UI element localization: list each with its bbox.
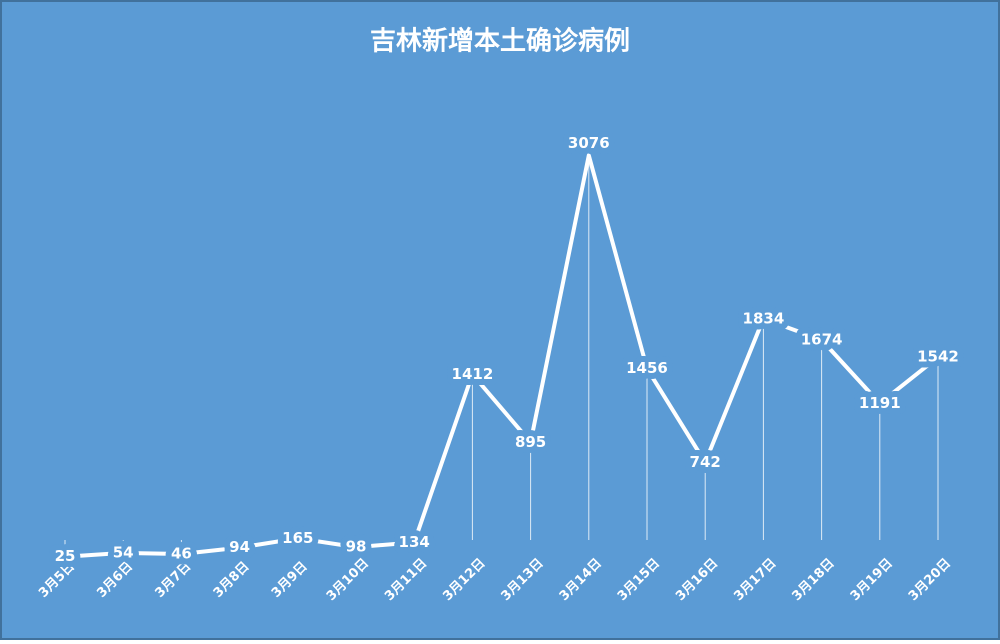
data-label: 1412 (452, 365, 494, 383)
data-label: 25 (55, 547, 76, 565)
data-label: 1674 (801, 330, 843, 348)
data-label: 46 (171, 544, 192, 562)
data-label: 1834 (743, 309, 785, 327)
data-label: 98 (346, 538, 367, 556)
line (64, 153, 940, 559)
chart-title: 吉林新增本土确诊病例 (370, 26, 630, 57)
data-label: 1456 (626, 359, 668, 377)
data-label: 742 (690, 453, 721, 471)
data-label: 94 (229, 538, 250, 556)
data-label: 895 (515, 433, 546, 451)
data-label: 165 (282, 529, 313, 547)
data-label: 54 (113, 543, 134, 561)
data-label: 1191 (859, 394, 901, 412)
data-label: 134 (399, 533, 430, 551)
data-label: 3076 (568, 134, 610, 152)
data-label: 1542 (917, 348, 959, 366)
